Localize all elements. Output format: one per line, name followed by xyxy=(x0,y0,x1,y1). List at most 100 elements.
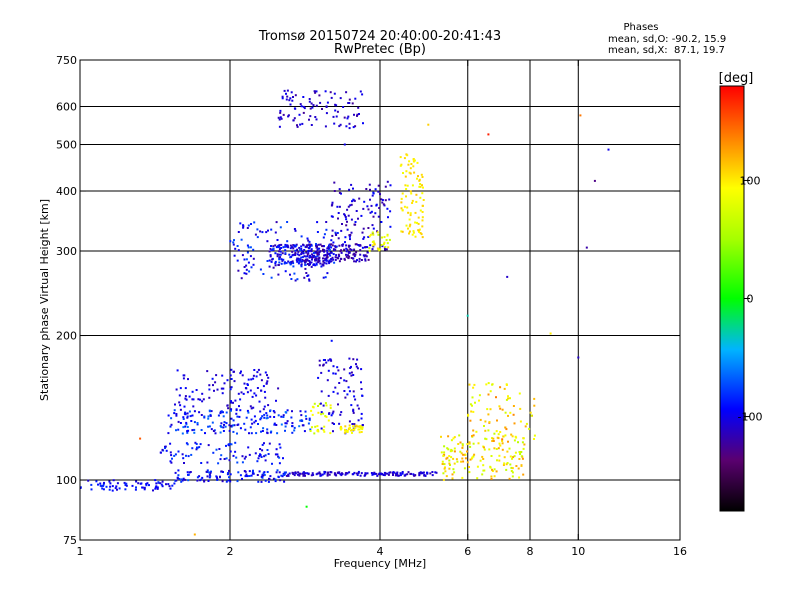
data-point xyxy=(284,422,287,425)
data-point xyxy=(206,469,209,472)
data-point xyxy=(286,95,289,98)
data-point xyxy=(373,471,376,474)
data-point xyxy=(444,466,446,469)
data-point xyxy=(247,411,250,414)
data-point xyxy=(220,426,223,429)
data-point xyxy=(412,165,415,168)
data-point xyxy=(348,235,351,238)
data-point xyxy=(337,237,340,240)
data-point xyxy=(178,478,181,480)
data-point xyxy=(376,231,379,234)
data-point xyxy=(348,372,351,375)
data-point xyxy=(522,447,525,450)
data-point xyxy=(189,471,192,473)
data-point xyxy=(377,190,380,193)
data-point xyxy=(272,477,275,480)
data-point xyxy=(509,455,512,458)
data-point xyxy=(308,279,311,282)
data-point xyxy=(268,478,271,481)
data-point xyxy=(317,261,320,264)
data-point xyxy=(506,450,509,453)
data-point xyxy=(245,264,248,267)
data-point xyxy=(336,232,339,234)
data-point xyxy=(286,244,289,247)
data-point xyxy=(400,230,403,233)
data-point xyxy=(261,231,264,234)
data-point xyxy=(421,219,424,222)
data-point xyxy=(395,472,398,475)
data-point xyxy=(349,248,352,251)
data-point xyxy=(193,533,196,536)
data-point xyxy=(233,370,235,373)
data-point xyxy=(274,478,277,481)
data-point xyxy=(386,207,389,210)
data-point xyxy=(330,339,333,342)
data-point xyxy=(420,233,423,236)
data-point xyxy=(360,412,363,415)
data-point xyxy=(487,133,490,136)
data-point xyxy=(216,388,219,391)
data-point xyxy=(378,207,381,209)
data-point xyxy=(409,473,412,475)
data-point xyxy=(363,474,366,477)
data-point xyxy=(185,454,187,457)
data-point xyxy=(483,446,485,449)
data-point xyxy=(491,468,493,471)
data-point xyxy=(383,241,386,244)
data-point xyxy=(284,245,287,248)
data-point xyxy=(269,431,272,434)
data-point xyxy=(299,259,302,261)
data-point xyxy=(196,447,199,450)
data-point xyxy=(300,419,303,422)
data-point xyxy=(520,451,523,453)
data-point xyxy=(266,428,269,431)
data-point xyxy=(326,253,329,256)
data-point xyxy=(300,414,303,417)
data-point xyxy=(322,412,325,415)
data-point xyxy=(322,363,325,366)
data-point xyxy=(236,461,239,464)
data-point xyxy=(404,175,407,178)
data-point xyxy=(330,96,333,99)
data-point xyxy=(124,484,127,486)
data-point xyxy=(381,201,384,204)
data-point xyxy=(182,477,185,480)
data-point xyxy=(297,250,300,253)
data-point xyxy=(300,260,303,263)
data-point xyxy=(358,113,360,115)
data-point xyxy=(351,423,354,425)
data-point xyxy=(348,122,351,125)
data-point xyxy=(329,243,332,246)
data-point xyxy=(303,260,306,262)
data-point xyxy=(347,102,350,104)
data-point xyxy=(165,449,168,452)
data-point xyxy=(486,408,489,411)
data-point xyxy=(509,463,512,466)
data-point xyxy=(240,238,243,241)
data-point xyxy=(505,463,508,466)
data-point xyxy=(331,244,334,247)
data-point xyxy=(191,414,194,417)
data-point xyxy=(296,260,299,263)
data-point xyxy=(311,253,313,256)
data-point xyxy=(257,423,259,425)
data-point xyxy=(464,453,467,456)
data-point xyxy=(333,423,335,425)
data-point xyxy=(307,250,310,252)
data-point xyxy=(223,423,225,426)
data-point xyxy=(328,412,331,415)
data-point xyxy=(514,451,517,454)
data-point xyxy=(296,257,299,260)
data-point xyxy=(207,425,210,428)
data-point xyxy=(488,421,491,424)
data-point xyxy=(296,125,299,128)
data-point xyxy=(484,429,487,432)
data-point xyxy=(103,481,105,484)
data-point xyxy=(308,260,311,262)
data-point xyxy=(271,258,274,261)
data-point xyxy=(310,248,313,251)
data-point xyxy=(284,429,286,432)
data-point xyxy=(230,378,233,380)
data-point xyxy=(314,255,317,258)
data-point xyxy=(348,420,351,423)
